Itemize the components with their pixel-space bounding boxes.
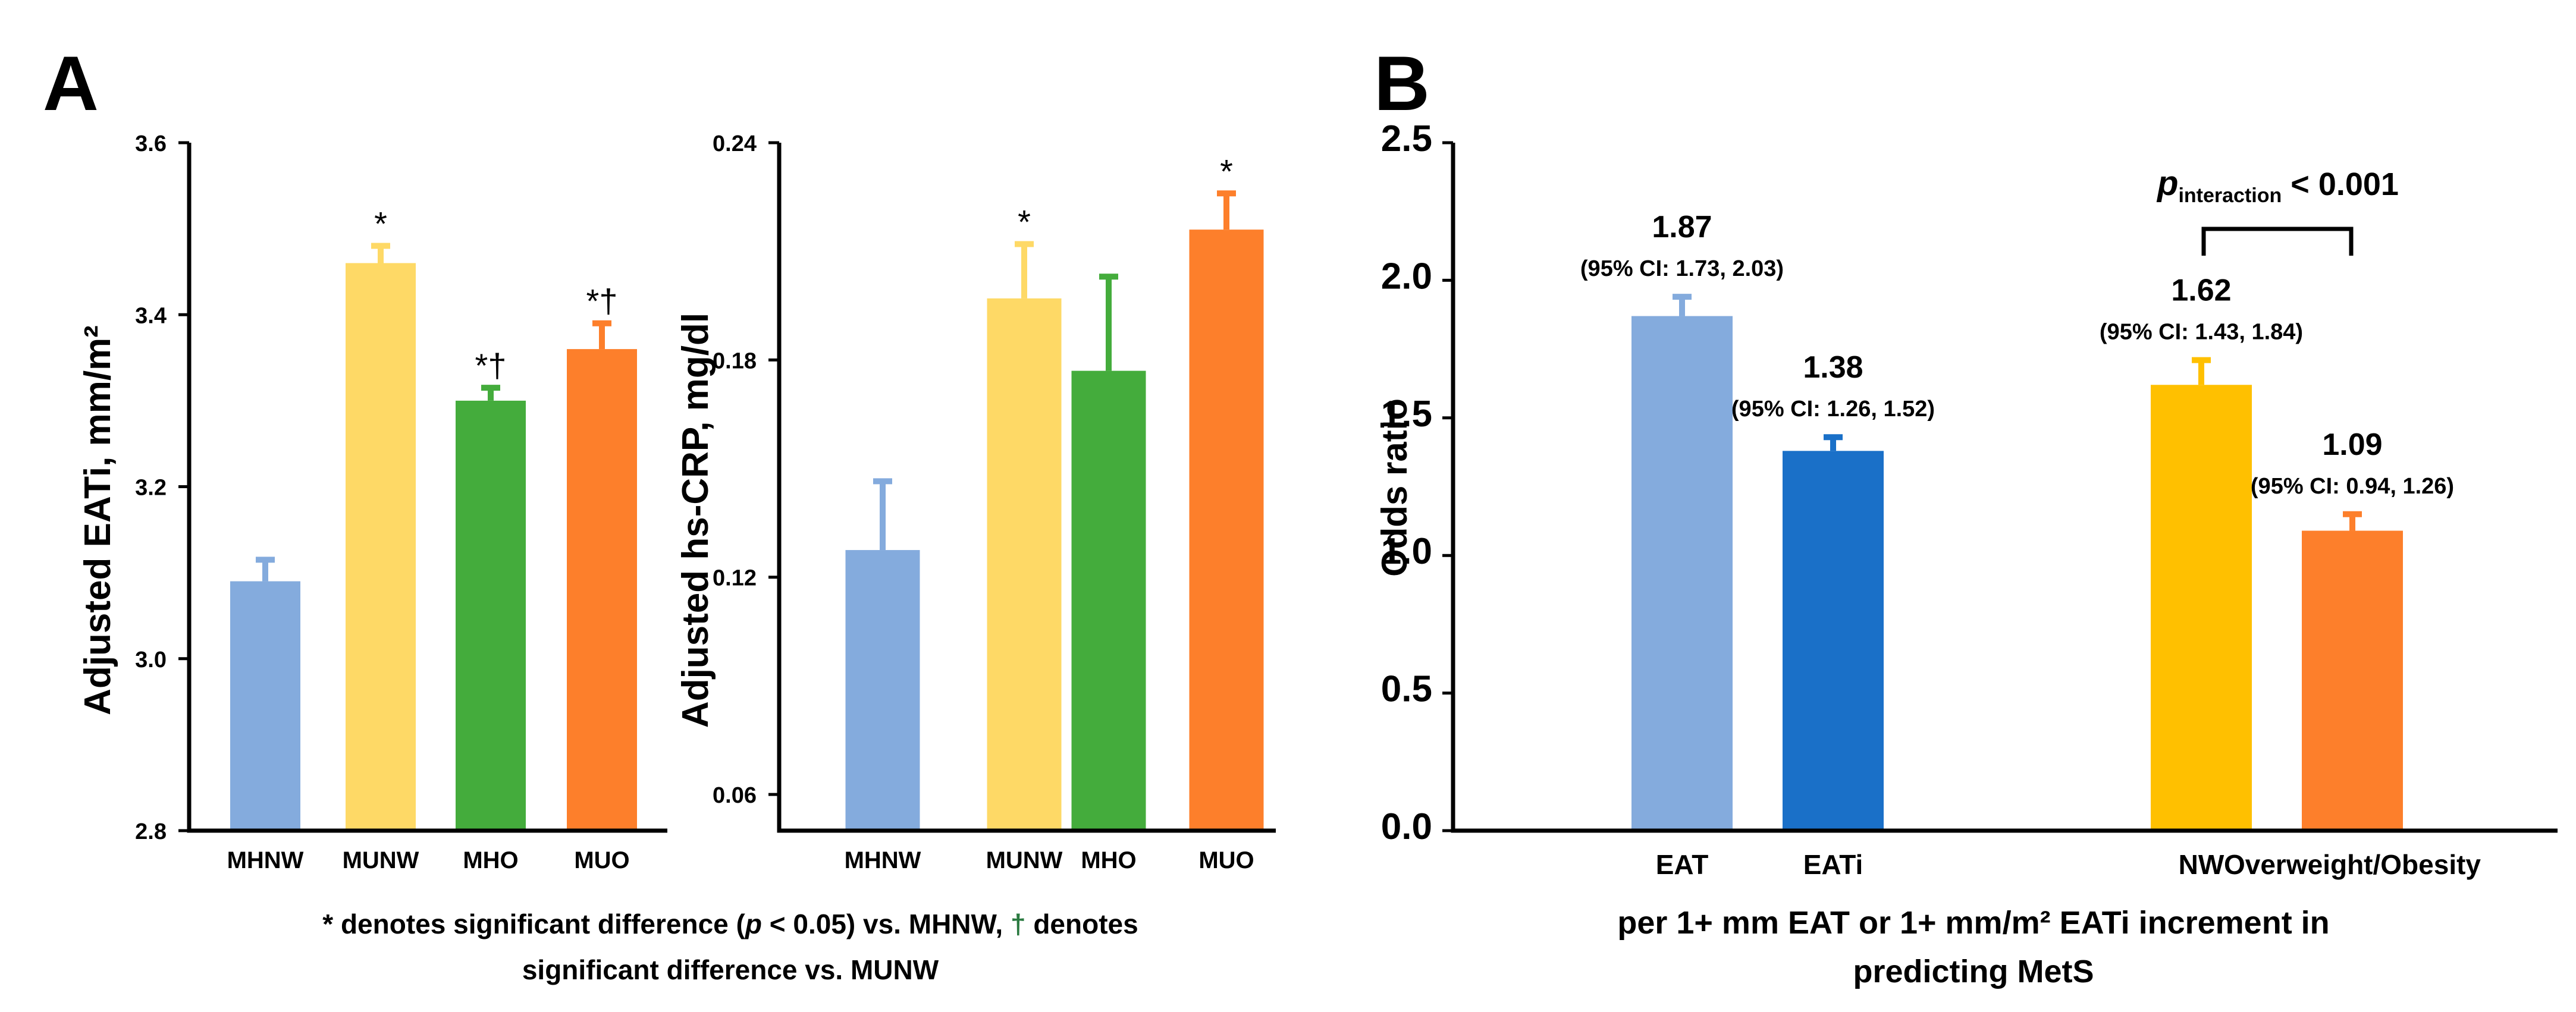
crp-bars: MHNW MUNW * MHO MUO *	[845, 152, 1264, 873]
interaction-bracket	[2201, 227, 2354, 256]
odds-x-axis-label-line-2: predicting MetS	[1853, 954, 2094, 989]
footnote-line-2: significant difference vs. MUNW	[522, 954, 939, 985]
footnote-text-b: < 0.05) vs. MHNW,	[762, 909, 1011, 939]
footnote-dagger: †	[1011, 909, 1026, 939]
crp-y-tick-label: 0.24	[713, 131, 757, 156]
odds-value-label: 1.38	[1803, 350, 1863, 385]
odds-ci-label: (95% CI: 1.43, 1.84)	[2100, 320, 2303, 345]
odds-y-tick-label: 2.5	[1381, 118, 1432, 159]
eati-significance-mark: *	[374, 205, 387, 243]
eati-y-tick-label: 3.0	[135, 648, 167, 672]
panel-label-b: B	[1374, 40, 1430, 127]
crp-significance-mark: *	[1220, 152, 1233, 190]
eati-category-label: MHNW	[227, 847, 304, 873]
crp-category-label: MUO	[1198, 847, 1254, 873]
eati-y-tick-label: 3.2	[135, 476, 167, 501]
odds-ci-label: (95% CI: 1.73, 2.03)	[1580, 256, 1784, 281]
crp-axes	[777, 143, 1276, 833]
odds-y-axis-label: Odds ratio	[1375, 398, 1414, 577]
crp-y-tick-label: 0.06	[713, 783, 757, 808]
interaction-rest: < 0.001	[2282, 166, 2399, 202]
eati-bar-mho	[456, 400, 526, 831]
odds-y-tick-label: 0.5	[1381, 669, 1432, 710]
odds-x-axis-label-line-1: per 1+ mm EAT or 1+ mm/m² EATi increment…	[1617, 905, 2329, 941]
odds-bar-eat	[1631, 316, 1733, 831]
odds-y-tick-label: 1.0	[1381, 531, 1432, 572]
odds-axes	[1451, 143, 2558, 833]
eati-bar-munw	[346, 263, 416, 831]
odds-bars: EAT 1.87 (95% CI: 1.73, 2.03) EATi 1.38 (95% …	[1580, 210, 2481, 880]
eati-y-ticks: 2.8 3.0 3.2 3.4 3.6	[135, 131, 189, 844]
odds-category-label: EATi	[1803, 849, 1863, 880]
odds-value-label: 1.09	[2322, 428, 2382, 462]
crp-bar-mho	[1071, 370, 1146, 831]
footnote-p: p	[744, 909, 762, 939]
crp-bar-munw	[987, 298, 1062, 831]
eati-significance-mark: *†	[586, 282, 618, 320]
eati-bar-mhnw	[230, 581, 300, 831]
odds-category-label: Overweight/Obesity	[2224, 849, 2481, 880]
crp-category-label: MHNW	[845, 847, 921, 873]
eati-y-tick-label: 3.4	[135, 303, 167, 328]
crp-bar-muo	[1189, 230, 1264, 831]
eati-category-label: MHO	[463, 847, 518, 873]
footnote-text-a: * denotes significant difference (	[322, 909, 745, 939]
crp-chart: Adjusted hs-CRP, mg/dl 0.060.120.180.24 …	[675, 131, 1276, 873]
odds-value-label: 1.62	[2171, 274, 2231, 308]
crp-y-ticks: 0.06 0.12 0.18 0.24	[713, 131, 779, 808]
eati-bars: MHNW MUNW * MHO *† MUO *†	[227, 205, 637, 873]
odds-chart: Odds ratio 0.0 0.5 1.0 1.5 2.0 2.5 EAT 1.87 (95…	[1375, 118, 2558, 989]
eati-chart: Adjusted EATi, mm/m² 2.8 3.0 3.2 3.4 3.6 MHN…	[77, 131, 667, 873]
crp-y-axis-label: Adjusted hs-CRP, mg/dl	[675, 313, 716, 728]
panel-label-a: A	[43, 40, 99, 127]
interaction-label: pinteraction < 0.001	[2156, 164, 2399, 207]
eati-y-axis-label: Adjusted EATi, mm/m²	[77, 325, 118, 715]
odds-bar-nw	[2151, 385, 2252, 831]
interaction-sub: interaction	[2178, 184, 2282, 207]
eati-category-label: MUNW	[343, 847, 419, 873]
eati-category-label: MUO	[574, 847, 629, 873]
crp-y-tick-label: 0.18	[713, 348, 757, 373]
crp-category-label: MUNW	[986, 847, 1063, 873]
odds-value-label: 1.87	[1652, 210, 1712, 244]
eati-bar-muo	[567, 349, 637, 831]
odds-ci-label: (95% CI: 1.26, 1.52)	[1731, 397, 1935, 422]
crp-bar-mhnw	[845, 550, 920, 831]
odds-ci-label: (95% CI: 0.94, 1.26)	[2251, 474, 2454, 499]
eati-significance-mark: *†	[475, 347, 507, 384]
odds-bar-eati	[1783, 451, 1884, 831]
odds-y-tick-label: 2.0	[1381, 256, 1432, 297]
footnote-text-c: denotes	[1026, 909, 1138, 939]
odds-y-tick-label: 0.0	[1381, 806, 1432, 847]
odds-category-label: EAT	[1656, 849, 1709, 880]
crp-category-label: MHO	[1081, 847, 1136, 873]
eati-y-tick-label: 3.6	[135, 131, 167, 156]
odds-y-tick-label: 1.5	[1381, 394, 1432, 435]
footnote-line-1: * denotes significant difference (p < 0.…	[322, 909, 1138, 939]
crp-significance-mark: *	[1018, 203, 1031, 241]
odds-category-label: NW	[2179, 849, 2224, 880]
interaction-p: p	[2156, 164, 2178, 203]
eati-axes	[187, 143, 667, 833]
crp-y-tick-label: 0.12	[713, 566, 757, 591]
eati-y-tick-label: 2.8	[135, 819, 167, 844]
odds-bar-overweight-obesity	[2302, 530, 2403, 831]
